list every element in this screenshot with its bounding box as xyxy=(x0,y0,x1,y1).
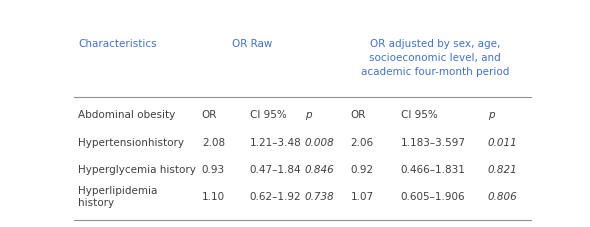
Text: OR: OR xyxy=(350,110,366,120)
Text: 0.605–1.906: 0.605–1.906 xyxy=(401,192,466,202)
Text: 1.21–3.48: 1.21–3.48 xyxy=(250,138,301,148)
Text: 0.011: 0.011 xyxy=(487,138,517,148)
Text: OR: OR xyxy=(202,110,217,120)
Text: Hyperlipidemia
history: Hyperlipidemia history xyxy=(78,186,158,208)
Text: CI 95%: CI 95% xyxy=(401,110,437,120)
Text: 0.466–1.831: 0.466–1.831 xyxy=(401,165,466,175)
Text: 0.738: 0.738 xyxy=(304,192,335,202)
Text: Hypertensionhistory: Hypertensionhistory xyxy=(78,138,184,148)
Text: OR adjusted by sex, age,
socioeconomic level, and
academic four-month period: OR adjusted by sex, age, socioeconomic l… xyxy=(361,39,509,77)
Text: 0.821: 0.821 xyxy=(487,165,517,175)
Text: p: p xyxy=(304,110,312,120)
Text: Characteristics: Characteristics xyxy=(78,39,157,49)
Text: 2.06: 2.06 xyxy=(350,138,373,148)
Text: 0.846: 0.846 xyxy=(304,165,335,175)
Text: p: p xyxy=(487,110,494,120)
Text: 1.183–3.597: 1.183–3.597 xyxy=(401,138,466,148)
Text: 1.10: 1.10 xyxy=(202,192,225,202)
Text: 0.62–1.92: 0.62–1.92 xyxy=(250,192,301,202)
Text: OR Raw: OR Raw xyxy=(232,39,272,49)
Text: Hyperglycemia history: Hyperglycemia history xyxy=(78,165,196,175)
Text: 0.806: 0.806 xyxy=(487,192,517,202)
Text: 0.93: 0.93 xyxy=(202,165,225,175)
Text: 0.008: 0.008 xyxy=(304,138,335,148)
Text: 1.07: 1.07 xyxy=(350,192,373,202)
Text: 2.08: 2.08 xyxy=(202,138,225,148)
Text: Abdominal obesity: Abdominal obesity xyxy=(78,110,176,120)
Text: 0.47–1.84: 0.47–1.84 xyxy=(250,165,301,175)
Text: CI 95%: CI 95% xyxy=(250,110,287,120)
Text: 0.92: 0.92 xyxy=(350,165,373,175)
